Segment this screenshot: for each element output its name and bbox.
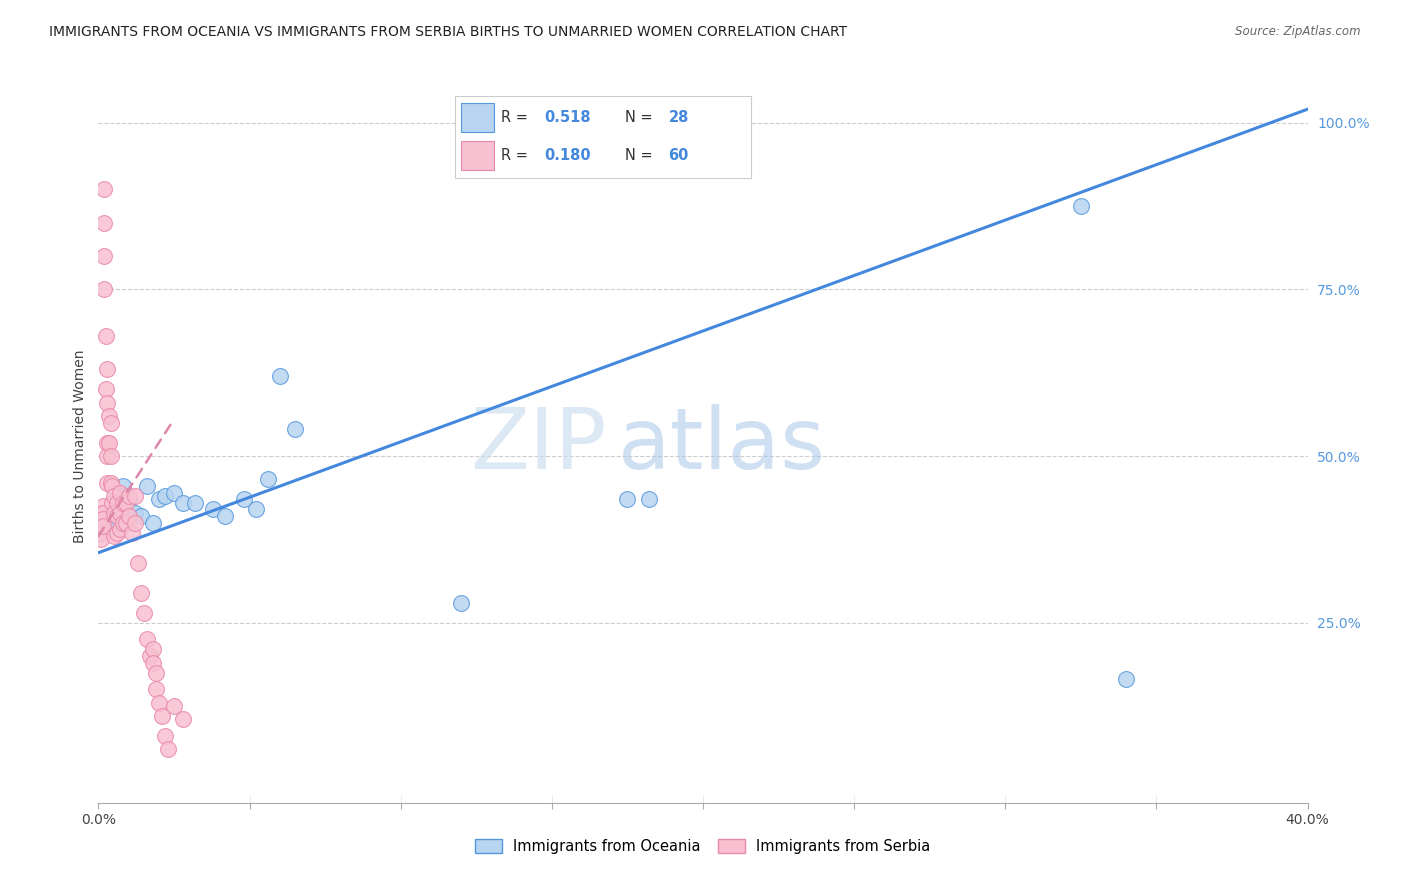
Point bbox=[111, 516, 134, 530]
Legend: Immigrants from Oceania, Immigrants from Serbia: Immigrants from Oceania, Immigrants from… bbox=[470, 833, 936, 860]
Point bbox=[101, 479, 124, 493]
Point bbox=[100, 449, 122, 463]
Point bbox=[91, 499, 114, 513]
Point bbox=[90, 533, 112, 547]
Point bbox=[90, 506, 112, 520]
Point bbox=[105, 509, 128, 524]
Point bbox=[616, 492, 638, 507]
Point bbox=[103, 506, 125, 520]
Point bbox=[90, 519, 112, 533]
Point bbox=[94, 382, 117, 396]
Point bbox=[100, 475, 122, 490]
Point bbox=[103, 529, 125, 543]
Point bbox=[108, 506, 131, 520]
Point bbox=[139, 649, 162, 664]
Text: atlas: atlas bbox=[619, 404, 827, 488]
Point bbox=[93, 216, 115, 230]
Point bbox=[153, 489, 176, 503]
Point bbox=[111, 489, 134, 503]
Point bbox=[90, 525, 112, 540]
Point bbox=[142, 642, 165, 657]
Point bbox=[96, 395, 118, 409]
Point bbox=[172, 713, 194, 727]
Point bbox=[96, 449, 118, 463]
Point bbox=[129, 509, 152, 524]
Point bbox=[145, 682, 167, 697]
Point bbox=[96, 362, 118, 376]
Point bbox=[91, 512, 114, 526]
Point bbox=[172, 496, 194, 510]
Point bbox=[108, 522, 131, 536]
Point bbox=[153, 729, 176, 743]
Point bbox=[163, 699, 186, 714]
Point bbox=[98, 435, 121, 450]
Point bbox=[105, 525, 128, 540]
Point bbox=[135, 632, 157, 647]
Point bbox=[91, 506, 114, 520]
Text: Source: ZipAtlas.com: Source: ZipAtlas.com bbox=[1236, 25, 1361, 38]
Point bbox=[232, 492, 254, 507]
Point bbox=[142, 656, 165, 670]
Point bbox=[214, 509, 236, 524]
Y-axis label: Births to Unmarried Women: Births to Unmarried Women bbox=[73, 350, 87, 542]
Point bbox=[245, 502, 267, 516]
Point bbox=[105, 496, 128, 510]
Point bbox=[150, 709, 173, 723]
Point bbox=[101, 496, 124, 510]
Point bbox=[100, 516, 122, 530]
Point bbox=[118, 489, 141, 503]
Point bbox=[111, 479, 134, 493]
Point bbox=[124, 489, 146, 503]
Point bbox=[114, 516, 136, 530]
Point bbox=[124, 516, 146, 530]
Point bbox=[124, 506, 146, 520]
Point bbox=[100, 506, 122, 520]
Point bbox=[127, 556, 149, 570]
Point bbox=[96, 475, 118, 490]
Point bbox=[269, 368, 291, 383]
Point bbox=[100, 416, 122, 430]
Point bbox=[103, 519, 125, 533]
Point bbox=[91, 519, 114, 533]
Point bbox=[148, 696, 170, 710]
Point bbox=[93, 282, 115, 296]
Point bbox=[132, 606, 155, 620]
Point bbox=[450, 596, 472, 610]
Point bbox=[90, 516, 112, 530]
Point bbox=[108, 485, 131, 500]
Point bbox=[118, 492, 141, 507]
Point bbox=[135, 479, 157, 493]
Point bbox=[94, 329, 117, 343]
Point bbox=[93, 249, 115, 263]
Point bbox=[202, 502, 225, 516]
Point bbox=[105, 509, 128, 524]
Point bbox=[184, 496, 207, 510]
Point bbox=[145, 665, 167, 680]
Point bbox=[163, 485, 186, 500]
Point bbox=[148, 492, 170, 507]
Point bbox=[284, 422, 307, 436]
Point bbox=[93, 182, 115, 196]
Point bbox=[637, 492, 659, 507]
Point bbox=[111, 496, 134, 510]
Point bbox=[1115, 673, 1137, 687]
Text: IMMIGRANTS FROM OCEANIA VS IMMIGRANTS FROM SERBIA BIRTHS TO UNMARRIED WOMEN CORR: IMMIGRANTS FROM OCEANIA VS IMMIGRANTS FR… bbox=[49, 25, 848, 39]
Point bbox=[96, 435, 118, 450]
Point bbox=[103, 489, 125, 503]
Point bbox=[121, 525, 143, 540]
Point bbox=[156, 742, 179, 756]
Point bbox=[1070, 199, 1092, 213]
Point bbox=[142, 516, 165, 530]
Point bbox=[114, 496, 136, 510]
Point bbox=[98, 409, 121, 423]
Point bbox=[256, 472, 278, 486]
Text: ZIP: ZIP bbox=[470, 404, 606, 488]
Point bbox=[129, 585, 152, 599]
Point bbox=[118, 509, 141, 524]
